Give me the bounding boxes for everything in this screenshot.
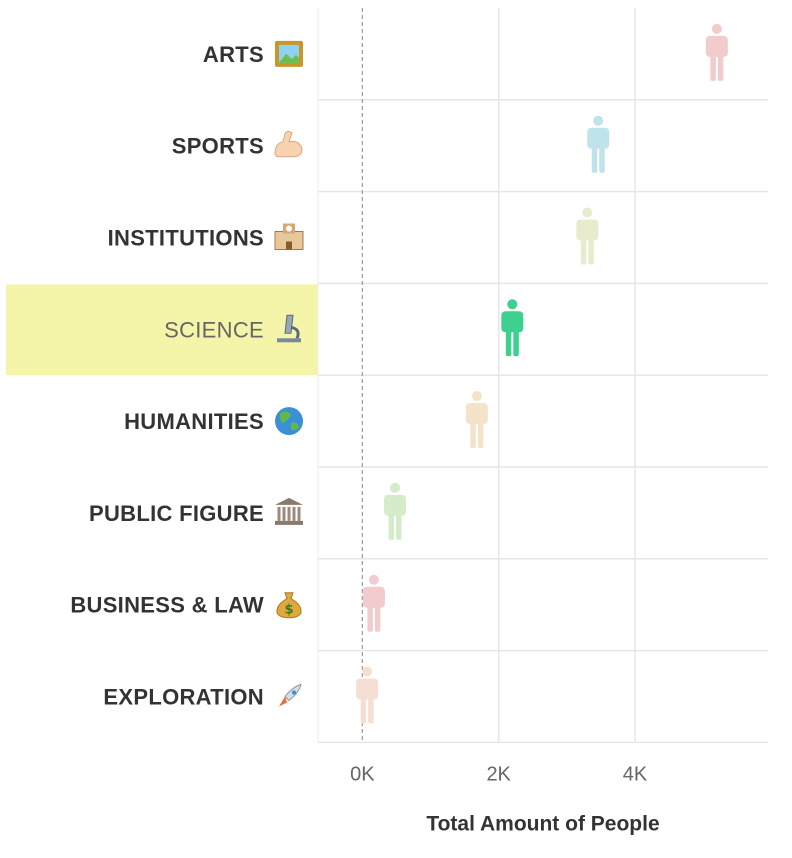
person-torso bbox=[576, 219, 599, 241]
globe-icon bbox=[275, 407, 303, 436]
person-leg-right bbox=[599, 146, 605, 173]
dollar-sign: $ bbox=[284, 603, 293, 618]
flexed-biceps-icon bbox=[274, 130, 303, 158]
category-row[interactable]: SPORTS bbox=[172, 115, 610, 173]
category-row[interactable]: SCIENCE bbox=[164, 299, 524, 357]
x-tick-label: 2K bbox=[486, 763, 511, 785]
category-row[interactable]: HUMANITIES bbox=[124, 391, 488, 449]
category-label: PUBLIC FIGURE bbox=[89, 501, 264, 526]
person-leg-right bbox=[374, 605, 381, 632]
person-icon bbox=[501, 299, 524, 357]
ocean bbox=[275, 407, 303, 436]
person-leg-left bbox=[505, 330, 512, 357]
person-icon bbox=[705, 23, 728, 81]
microscope-icon bbox=[277, 314, 301, 343]
person-torso bbox=[501, 311, 524, 333]
tube bbox=[284, 314, 294, 334]
category-row[interactable]: EXPLORATION bbox=[103, 666, 379, 724]
bag bbox=[276, 592, 302, 619]
person-leg-left bbox=[367, 605, 373, 632]
category-row[interactable]: BUSINESS & LAW $ bbox=[70, 574, 385, 632]
land bbox=[279, 411, 299, 431]
person-icon bbox=[587, 115, 610, 173]
person-leg-left bbox=[470, 422, 476, 449]
chart-rows[interactable]: ARTS SPORTS INSTITUTIONS SCIENCE HUMANITIES P… bbox=[70, 23, 728, 724]
money-bag-icon: $ bbox=[276, 592, 302, 619]
category-label: BUSINESS & LAW bbox=[70, 593, 264, 618]
person-head bbox=[593, 115, 604, 126]
selected-row-highlight bbox=[6, 284, 318, 376]
category-label: SPORTS bbox=[172, 134, 264, 159]
category-label: INSTITUTIONS bbox=[108, 226, 264, 251]
person-icon bbox=[576, 207, 599, 265]
arm bbox=[274, 130, 303, 158]
chart-grid bbox=[317, 8, 768, 744]
rocket-icon bbox=[279, 683, 302, 707]
column bbox=[297, 506, 301, 521]
person-head bbox=[507, 299, 518, 310]
person-icon bbox=[356, 666, 379, 724]
door bbox=[286, 241, 292, 250]
person-leg-left bbox=[591, 146, 598, 173]
person-torso bbox=[356, 678, 379, 700]
column bbox=[287, 506, 291, 521]
person-leg-right bbox=[477, 422, 484, 449]
roof bbox=[275, 497, 303, 505]
person-head bbox=[362, 666, 373, 677]
column bbox=[277, 506, 281, 521]
person-icon bbox=[465, 391, 488, 449]
person-leg-right bbox=[513, 330, 519, 357]
window bbox=[292, 690, 296, 695]
category-row[interactable]: INSTITUTIONS bbox=[108, 207, 599, 265]
column bbox=[292, 506, 296, 521]
hills bbox=[279, 53, 299, 63]
person-leg-right bbox=[368, 697, 374, 724]
base bbox=[277, 338, 301, 343]
framed-picture-icon bbox=[275, 40, 303, 67]
person-leg-right bbox=[717, 54, 724, 81]
clock bbox=[286, 225, 292, 232]
category-row[interactable]: PUBLIC FIGURE bbox=[89, 482, 407, 540]
person-head bbox=[582, 207, 593, 218]
classical-building-icon bbox=[275, 497, 303, 525]
category-label: ARTS bbox=[203, 42, 264, 67]
person-head bbox=[711, 23, 722, 34]
person-head bbox=[390, 482, 401, 493]
person-torso bbox=[587, 127, 610, 149]
person-torso bbox=[384, 494, 407, 516]
category-row[interactable]: ARTS bbox=[203, 23, 728, 81]
person-torso bbox=[465, 403, 488, 425]
column bbox=[282, 506, 286, 521]
person-leg-left bbox=[360, 697, 367, 724]
person-leg-left bbox=[580, 238, 587, 265]
x-axis: 0K 2K 4K bbox=[350, 763, 648, 785]
person-leg-left bbox=[710, 54, 716, 81]
person-torso bbox=[705, 35, 728, 57]
person-head bbox=[471, 391, 482, 402]
base bbox=[275, 520, 303, 525]
person-leg-right bbox=[588, 238, 594, 265]
category-label: SCIENCE bbox=[164, 317, 264, 342]
person-leg-right bbox=[396, 513, 402, 540]
person-icon bbox=[384, 482, 407, 540]
x-tick-label: 4K bbox=[623, 763, 648, 785]
school-icon bbox=[274, 223, 304, 250]
x-tick-label: 0K bbox=[350, 763, 375, 785]
arm bbox=[290, 325, 300, 339]
person-torso bbox=[362, 586, 385, 608]
category-label: HUMANITIES bbox=[124, 409, 264, 434]
person-leg-left bbox=[388, 513, 395, 540]
category-label: EXPLORATION bbox=[103, 685, 264, 710]
flame bbox=[279, 696, 287, 707]
x-axis-title: Total Amount of People bbox=[426, 812, 659, 835]
person-icon bbox=[362, 574, 385, 632]
person-head bbox=[368, 574, 379, 585]
